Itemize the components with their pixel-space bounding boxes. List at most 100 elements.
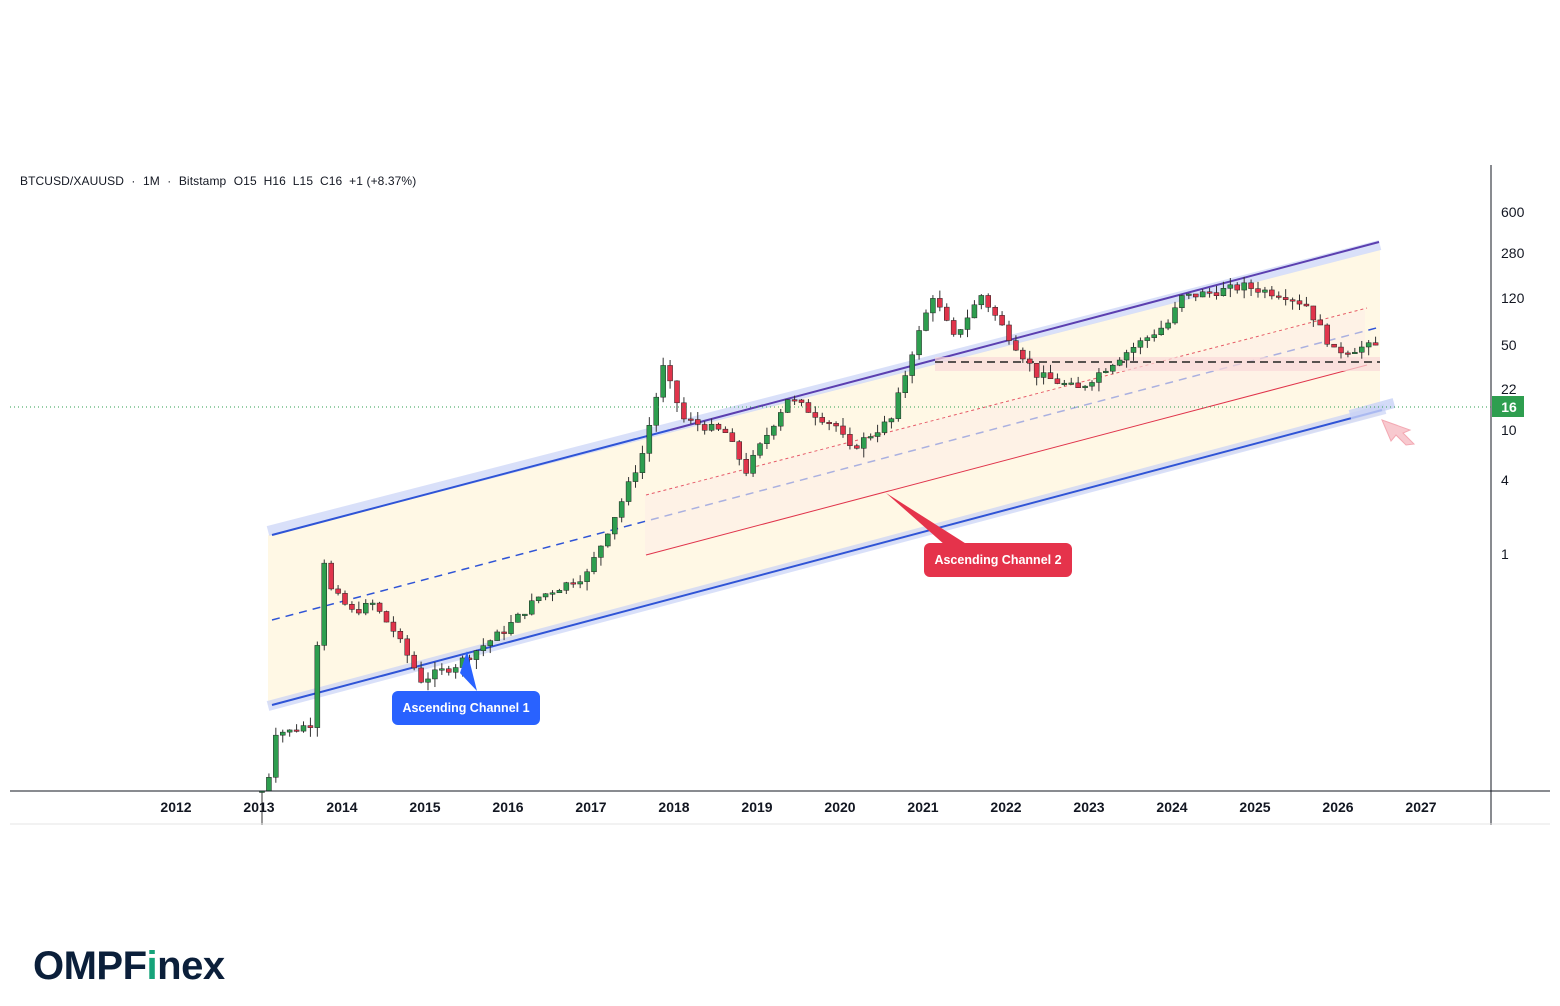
candle-body [736, 441, 742, 460]
candle-body [446, 668, 452, 673]
candle-body [660, 365, 666, 398]
candle-body [349, 604, 355, 610]
channel-2-bottom-line [645, 364, 1368, 556]
last-price-tag [1492, 396, 1524, 417]
candle-body [335, 588, 341, 594]
candle-body [950, 320, 957, 335]
y-tick-label: 22 [1501, 381, 1517, 397]
candle-body [625, 481, 632, 502]
candle-body [522, 613, 528, 616]
annotation-channel-1[interactable]: Ascending Channel 1 [392, 651, 540, 725]
ohlc-values: O15 H16 L15 C16 +1 (+8.37%) [233, 174, 417, 188]
candle-body [1027, 358, 1033, 364]
x-tick-label: 2019 [741, 799, 772, 815]
candle-body [1186, 293, 1192, 296]
candle-body [556, 590, 563, 594]
candle-body [1096, 372, 1102, 383]
candle-body [757, 443, 763, 456]
candle-body [1269, 289, 1275, 297]
candle-body [321, 562, 327, 646]
candle-body [376, 602, 383, 612]
candle-body [1310, 305, 1317, 321]
candle-body [342, 593, 348, 605]
candle-body [1206, 291, 1213, 294]
candle-body [425, 678, 431, 683]
candle-body [778, 412, 784, 427]
candle-body [584, 571, 590, 582]
candle-body [1075, 382, 1081, 388]
candle-body [937, 298, 943, 308]
candle-body [1331, 343, 1337, 348]
candle-body [418, 667, 424, 683]
x-tick-label: 2022 [990, 799, 1021, 815]
candle-body [307, 725, 314, 728]
candle-body [985, 295, 991, 308]
candle-body [1296, 300, 1303, 305]
candle-body [715, 423, 722, 430]
candle-body [1047, 372, 1054, 380]
x-tick-label: 2023 [1073, 799, 1104, 815]
y-tick-label: 1 [1501, 546, 1509, 562]
candle-body [1116, 359, 1123, 366]
candle-body [1282, 297, 1289, 300]
candle-body [784, 399, 791, 413]
candle-body [1220, 288, 1227, 296]
candle-body [598, 545, 604, 558]
candle-body [314, 645, 321, 728]
chart-svg[interactable]: 2012 2013 2014 2015 2016 2017 2018 2019 2020 2021… [10, 165, 1550, 825]
candle-body [1151, 334, 1157, 338]
candle-body [978, 295, 985, 306]
candle-body [1082, 385, 1088, 388]
channel-2-fill [645, 310, 1365, 555]
candle-body [1317, 319, 1323, 326]
candle-body [300, 725, 307, 732]
candle-body [356, 609, 362, 614]
candle-body [1020, 349, 1026, 360]
candle-body [944, 306, 950, 321]
candle-body [397, 631, 404, 640]
resistance-zone [935, 357, 1380, 371]
candle-body [577, 581, 583, 585]
candle-body [363, 602, 369, 614]
candle-body [854, 445, 860, 449]
symbol-label[interactable]: BTCUSD/XAUUSD [20, 174, 124, 188]
candle-body [1303, 303, 1310, 307]
y-tick-label: 280 [1501, 245, 1525, 261]
y-tick-label: 4 [1501, 472, 1509, 488]
x-tick-label: 2025 [1239, 799, 1270, 815]
candle-body [888, 418, 895, 423]
candle-body [1193, 293, 1199, 298]
candle-body [971, 304, 978, 319]
candle-body [999, 315, 1005, 326]
candle-body [681, 402, 687, 420]
candle-body [771, 425, 777, 436]
candle-body [1054, 378, 1061, 384]
candle-body [874, 432, 881, 437]
header-separator-2: · [167, 174, 172, 188]
candle-body [369, 602, 376, 605]
chart-header: BTCUSD/XAUUSD · 1M · Bitstamp O15 H16 L1… [20, 174, 420, 188]
candle-body [1234, 284, 1240, 291]
x-tick-label: 2027 [1405, 799, 1436, 815]
last-price-label: 16 [1501, 399, 1517, 415]
candle-body [964, 317, 971, 330]
candle-body [542, 593, 549, 598]
candle-body [729, 432, 736, 442]
candle-body [861, 437, 867, 449]
y-tick-label: 10 [1501, 422, 1517, 438]
candle-body [819, 417, 825, 423]
candle-body [508, 622, 514, 634]
candle-body [501, 631, 507, 634]
candle-body [722, 428, 729, 433]
interval-label[interactable]: 1M [142, 174, 160, 188]
end-band [1348, 398, 1396, 420]
candle-body [605, 533, 611, 547]
candle-body [1345, 352, 1351, 355]
brand-name-2: i [146, 944, 158, 988]
candle-body [646, 425, 653, 454]
candle-body [404, 638, 410, 656]
brand-name-3: nex [157, 944, 225, 988]
annotation-channel-2[interactable]: Ascending Channel 2 [886, 493, 1072, 577]
candle-body [1123, 352, 1130, 361]
chart-frame: 2012 2013 2014 2015 2016 2017 2018 2019 2020 2021… [10, 165, 1550, 825]
